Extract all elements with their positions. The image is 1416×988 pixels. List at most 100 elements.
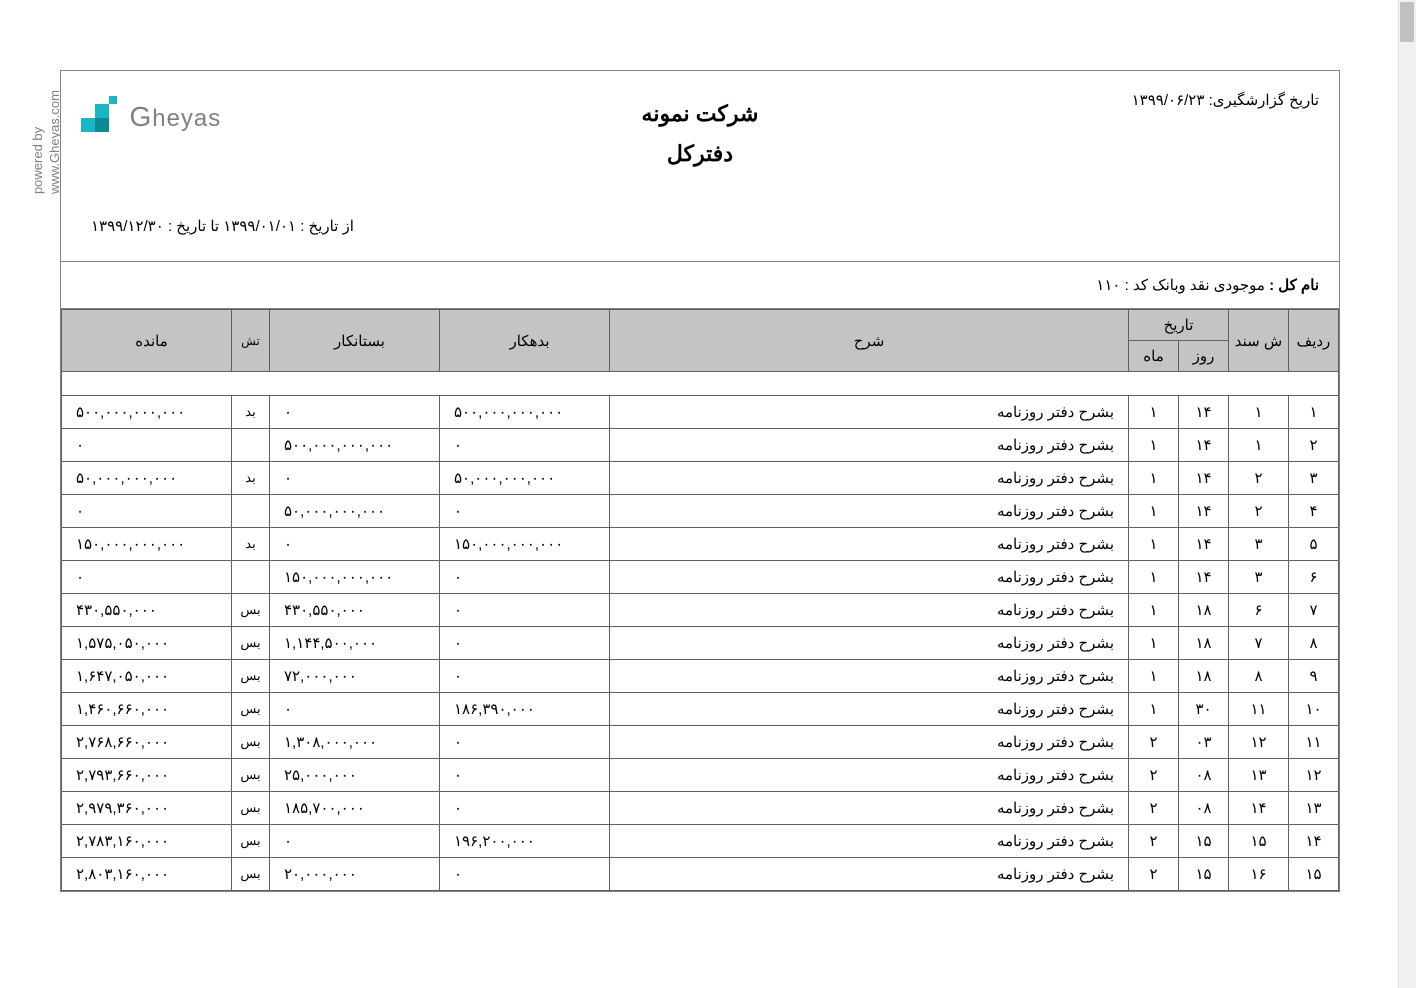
cell-bestankar: ۰ [270, 396, 440, 429]
cell-mandeh: ۵۰,۰۰۰,۰۰۰,۰۰۰ [62, 462, 232, 495]
cell-tash: بس [232, 594, 270, 627]
cell-bestankar: ۷۲,۰۰۰,۰۰۰ [270, 660, 440, 693]
cell-bedehkar: ۰ [440, 561, 610, 594]
cell-bedehkar: ۱۹۶,۲۰۰,۰۰۰ [440, 825, 610, 858]
table-row: ۱۳۱۴۰۸۲بشرح دفتر روزنامه۰۱۸۵,۷۰۰,۰۰۰بس۲,… [62, 792, 1339, 825]
cell-radif: ۱۴ [1289, 825, 1339, 858]
cell-bestankar: ۵۰۰,۰۰۰,۰۰۰,۰۰۰ [270, 429, 440, 462]
cell-rooz: ۱۴ [1179, 462, 1229, 495]
cell-sharh: بشرح دفتر روزنامه [610, 759, 1129, 792]
logo-text: Gheyas [129, 101, 221, 133]
th-sharh: شرح [610, 310, 1129, 372]
cell-bedehkar: ۰ [440, 429, 610, 462]
account-name: موجودی نقد وبانک [1152, 277, 1265, 294]
cell-rooz: ۱۸ [1179, 660, 1229, 693]
cell-sharh: بشرح دفتر روزنامه [610, 495, 1129, 528]
cell-sharh: بشرح دفتر روزنامه [610, 396, 1129, 429]
cell-radif: ۱۵ [1289, 858, 1339, 891]
cell-tash: بد [232, 528, 270, 561]
cell-bedehkar: ۰ [440, 660, 610, 693]
cell-bestankar: ۰ [270, 825, 440, 858]
table-body: ۱۱۱۴۱بشرح دفتر روزنامه۵۰۰,۰۰۰,۰۰۰,۰۰۰۰بد… [62, 372, 1339, 891]
cell-rooz: ۱۸ [1179, 594, 1229, 627]
account-info-row: نام کل : موجودی نقد وبانک کد : ۱۱۰ [61, 262, 1339, 309]
cell-sanad: ۱۱ [1229, 693, 1289, 726]
th-mandeh: مانده [62, 310, 232, 372]
report-title: دفترکل [91, 141, 1309, 167]
scrollbar-thumb[interactable] [1400, 2, 1414, 42]
cell-mah: ۱ [1129, 594, 1179, 627]
cell-sharh: بشرح دفتر روزنامه [610, 561, 1129, 594]
cell-mah: ۱ [1129, 462, 1179, 495]
cell-rooz: ۱۴ [1179, 561, 1229, 594]
cell-bestankar: ۱,۱۴۴,۵۰۰,۰۰۰ [270, 627, 440, 660]
table-row: ۳۲۱۴۱بشرح دفتر روزنامه۵۰,۰۰۰,۰۰۰,۰۰۰۰بد۵… [62, 462, 1339, 495]
cell-mah: ۲ [1129, 759, 1179, 792]
cell-tash: بس [232, 825, 270, 858]
table-row: ۱۴۱۵۱۵۲بشرح دفتر روزنامه۱۹۶,۲۰۰,۰۰۰۰بس۲,… [62, 825, 1339, 858]
table-row: ۱۲۱۳۰۸۲بشرح دفتر روزنامه۰۲۵,۰۰۰,۰۰۰بس۲,۷… [62, 759, 1339, 792]
report-date: تاریخ گزارشگیری: ۱۳۹۹/۰۶/۲۳ [1132, 91, 1319, 109]
th-mah: ماه [1129, 341, 1179, 372]
ledger-table: ردیف ش سند تاریخ شرح بدهکار بستانکار تش … [61, 309, 1339, 891]
table-row: ۱۵۱۶۱۵۲بشرح دفتر روزنامه۰۲۰,۰۰۰,۰۰۰بس۲,۸… [62, 858, 1339, 891]
report-header: Gheyas تاریخ گزارشگیری: ۱۳۹۹/۰۶/۲۳ شرکت … [61, 71, 1339, 262]
cell-bestankar: ۱۸۵,۷۰۰,۰۰۰ [270, 792, 440, 825]
cell-rooz: ۰۸ [1179, 792, 1229, 825]
scrollbar-track[interactable] [1398, 0, 1416, 988]
table-row: ۷۶۱۸۱بشرح دفتر روزنامه۰۴۳۰,۵۵۰,۰۰۰بس۴۳۰,… [62, 594, 1339, 627]
cell-bedehkar: ۰ [440, 759, 610, 792]
cell-bedehkar: ۵۰۰,۰۰۰,۰۰۰,۰۰۰ [440, 396, 610, 429]
table-row: ۹۸۱۸۱بشرح دفتر روزنامه۰۷۲,۰۰۰,۰۰۰بس۱,۶۴۷… [62, 660, 1339, 693]
cell-mah: ۱ [1129, 693, 1179, 726]
table-row: ۲۱۱۴۱بشرح دفتر روزنامه۰۵۰۰,۰۰۰,۰۰۰,۰۰۰۰ [62, 429, 1339, 462]
cell-radif: ۱۳ [1289, 792, 1339, 825]
cell-bestankar: ۱,۳۰۸,۰۰۰,۰۰۰ [270, 726, 440, 759]
cell-bestankar: ۲۵,۰۰۰,۰۰۰ [270, 759, 440, 792]
cell-tash: بس [232, 759, 270, 792]
cell-sharh: بشرح دفتر روزنامه [610, 594, 1129, 627]
table-row: ۱۱۱۴۱بشرح دفتر روزنامه۵۰۰,۰۰۰,۰۰۰,۰۰۰۰بد… [62, 396, 1339, 429]
table-row: ۵۳۱۴۱بشرح دفتر روزنامه۱۵۰,۰۰۰,۰۰۰,۰۰۰۰بد… [62, 528, 1339, 561]
cell-sharh: بشرح دفتر روزنامه [610, 627, 1129, 660]
cell-sanad: ۱ [1229, 396, 1289, 429]
th-tarikh: تاریخ [1129, 310, 1229, 341]
cell-radif: ۶ [1289, 561, 1339, 594]
cell-sharh: بشرح دفتر روزنامه [610, 693, 1129, 726]
cell-mandeh: ۲,۷۸۳,۱۶۰,۰۰۰ [62, 825, 232, 858]
cell-radif: ۳ [1289, 462, 1339, 495]
cell-bedehkar: ۰ [440, 627, 610, 660]
cell-tash: بس [232, 660, 270, 693]
cell-mah: ۱ [1129, 528, 1179, 561]
cell-bestankar: ۴۳۰,۵۵۰,۰۰۰ [270, 594, 440, 627]
cell-tash: بس [232, 792, 270, 825]
cell-sanad: ۷ [1229, 627, 1289, 660]
cell-sharh: بشرح دفتر روزنامه [610, 792, 1129, 825]
cell-radif: ۱۰ [1289, 693, 1339, 726]
cell-sharh: بشرح دفتر روزنامه [610, 462, 1129, 495]
cell-bestankar: ۱۵۰,۰۰۰,۰۰۰,۰۰۰ [270, 561, 440, 594]
cell-mandeh: ۰ [62, 495, 232, 528]
cell-rooz: ۰۳ [1179, 726, 1229, 759]
powered-by-label: powered by [30, 127, 45, 194]
table-row: ۶۳۱۴۱بشرح دفتر روزنامه۰۱۵۰,۰۰۰,۰۰۰,۰۰۰۰ [62, 561, 1339, 594]
title-block: شرکت نمونه دفترکل [91, 91, 1309, 187]
date-range: از تاریخ : ۱۳۹۹/۰۱/۰۱ تا تاریخ : ۱۳۹۹/۱۲… [91, 187, 1309, 251]
cell-radif: ۱ [1289, 396, 1339, 429]
cell-sanad: ۱ [1229, 429, 1289, 462]
logo-rest: heyas [152, 105, 221, 132]
brand-logo: Gheyas [81, 96, 221, 137]
cell-bestankar: ۰ [270, 528, 440, 561]
logo-first-letter: G [129, 101, 152, 132]
cell-sharh: بشرح دفتر روزنامه [610, 825, 1129, 858]
cell-mah: ۱ [1129, 561, 1179, 594]
cell-tash [232, 561, 270, 594]
cell-radif: ۲ [1289, 429, 1339, 462]
cell-bestankar: ۰ [270, 693, 440, 726]
cell-tash: بس [232, 858, 270, 891]
cell-sanad: ۱۳ [1229, 759, 1289, 792]
cell-tash: بد [232, 396, 270, 429]
th-rooz: روز [1179, 341, 1229, 372]
cell-mah: ۲ [1129, 726, 1179, 759]
report-date-label: تاریخ گزارشگیری: [1209, 92, 1319, 109]
